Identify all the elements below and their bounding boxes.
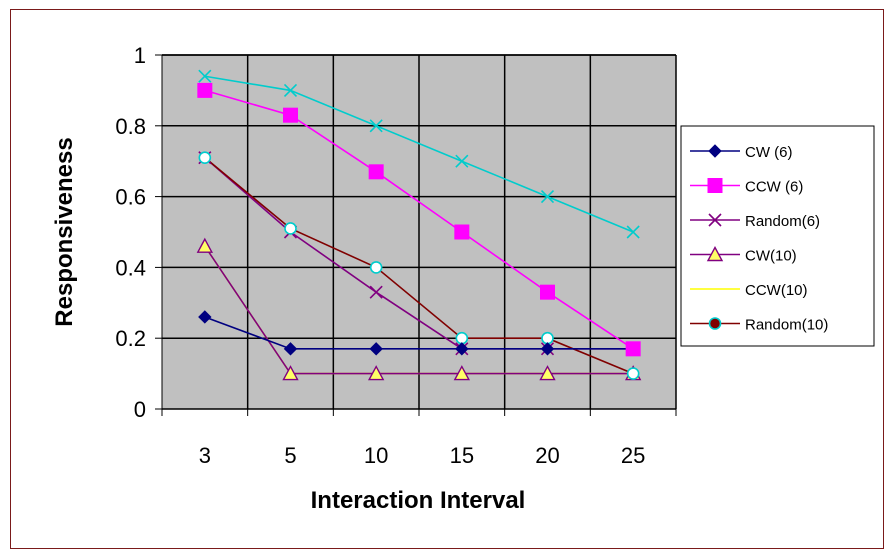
series-lines	[204, 75, 634, 375]
x-tick-label: 10	[364, 443, 388, 468]
series-5-point	[626, 367, 640, 380]
series-6-point	[455, 154, 469, 168]
x-axis-title: Interaction Interval	[311, 487, 526, 514]
series-6-point	[198, 69, 212, 83]
series-6-point	[626, 225, 640, 239]
series-6-point-stroke	[540, 190, 555, 204]
series-3-point	[539, 365, 556, 381]
series-6-point-stroke	[283, 83, 298, 97]
series-5-point	[369, 261, 383, 274]
legend-label: Random(6)	[745, 213, 820, 230]
legend-marker	[708, 213, 722, 227]
series-0-point	[198, 310, 212, 324]
legend-marker	[707, 178, 723, 193]
series-1-point	[197, 82, 213, 98]
series-line-0	[204, 316, 634, 350]
series-3-point	[282, 365, 299, 381]
series-6-point-stroke	[626, 225, 640, 239]
series-5-point	[541, 331, 554, 345]
series-1-point	[454, 224, 470, 240]
series-6-point-stroke	[198, 69, 212, 83]
tick-labels: 0 0.2 0.4 0.6 0.8 1 3 5 10 15 20 25	[115, 43, 645, 468]
legend-marker	[708, 144, 722, 158]
series-2-point-stroke	[369, 285, 383, 299]
y-axis-title: Responsiveness	[51, 137, 78, 326]
legend-label: CCW (6)	[745, 179, 803, 196]
legend-label: Random(10)	[745, 317, 828, 334]
series-3-point	[453, 365, 471, 381]
x-tick-label: 20	[535, 443, 559, 468]
series-6-point	[369, 119, 383, 133]
y-tick-label: 0.6	[115, 185, 146, 210]
series-line-1	[204, 89, 634, 350]
series-0-point	[283, 342, 298, 356]
series-0-point	[540, 342, 555, 356]
series-line-5	[204, 157, 634, 375]
series-6-point	[283, 83, 298, 97]
y-tick-label: 1	[134, 43, 146, 68]
series-6-point-stroke	[369, 119, 383, 133]
y-tick-label: 0	[134, 397, 146, 422]
legend-marker	[708, 317, 722, 330]
x-tick-label: 5	[284, 443, 296, 468]
legend-label: CCW(10)	[745, 282, 808, 299]
series-6-point-stroke	[455, 154, 469, 168]
series-1-point	[540, 284, 555, 300]
x-tick-label: 3	[199, 443, 211, 468]
series-2-point	[369, 285, 383, 299]
x-tick-label: 25	[621, 443, 645, 468]
y-tick-label: 0.2	[115, 326, 146, 351]
series-line-3	[204, 245, 634, 375]
series-3-point	[196, 237, 214, 253]
series-5-point	[455, 331, 469, 345]
series-3-point	[367, 365, 385, 381]
legend: CW (6) CCW (6) Random(6) CW(10) CCW(10) Rando…	[680, 125, 875, 347]
series-6-point	[540, 190, 555, 204]
series-0-point	[455, 342, 469, 356]
series-0-point	[369, 342, 383, 356]
y-tick-label: 0.4	[115, 255, 146, 280]
x-tick-label: 15	[450, 443, 474, 468]
series-line-6	[204, 75, 634, 233]
series-5-point	[198, 151, 212, 164]
series-1-point	[283, 107, 298, 123]
series-1-point	[368, 164, 384, 180]
legend-label: CW(10)	[745, 248, 797, 265]
legend-marker-stroke	[708, 213, 722, 227]
y-tick-label: 0.8	[115, 114, 146, 139]
series-markers	[196, 69, 642, 381]
axes	[155, 54, 677, 416]
legend-label: CW (6)	[745, 144, 793, 161]
series-1-point	[625, 341, 641, 357]
legend-box	[680, 125, 875, 347]
series-5-point	[284, 222, 297, 235]
legend-marker	[706, 246, 724, 262]
